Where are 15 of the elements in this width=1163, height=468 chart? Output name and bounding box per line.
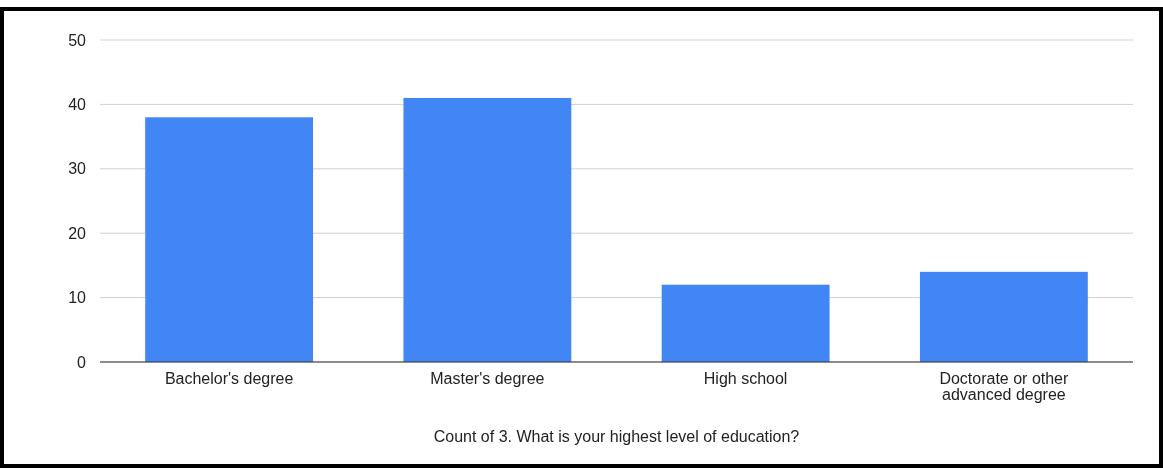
x-tick-label: Doctorate or other advanced degree bbox=[939, 370, 1070, 403]
y-tick-label: 10 bbox=[68, 289, 87, 307]
x-tick-label: Bachelor's degree bbox=[164, 370, 294, 387]
x-tick-label: High school bbox=[703, 370, 788, 387]
bar bbox=[661, 284, 830, 362]
y-tick-label: 30 bbox=[68, 160, 87, 178]
y-tick-label: 50 bbox=[68, 31, 87, 49]
bar bbox=[145, 117, 314, 362]
bar bbox=[403, 97, 572, 362]
y-tick-label: 40 bbox=[68, 96, 87, 113]
y-tick-label: 20 bbox=[68, 224, 87, 242]
x-axis-title: Count of 3. What is your highest level of education? bbox=[433, 428, 800, 445]
y-tick-label: 0 bbox=[77, 353, 87, 371]
bar bbox=[919, 271, 1088, 362]
x-tick-label: Master's degree bbox=[430, 370, 545, 387]
